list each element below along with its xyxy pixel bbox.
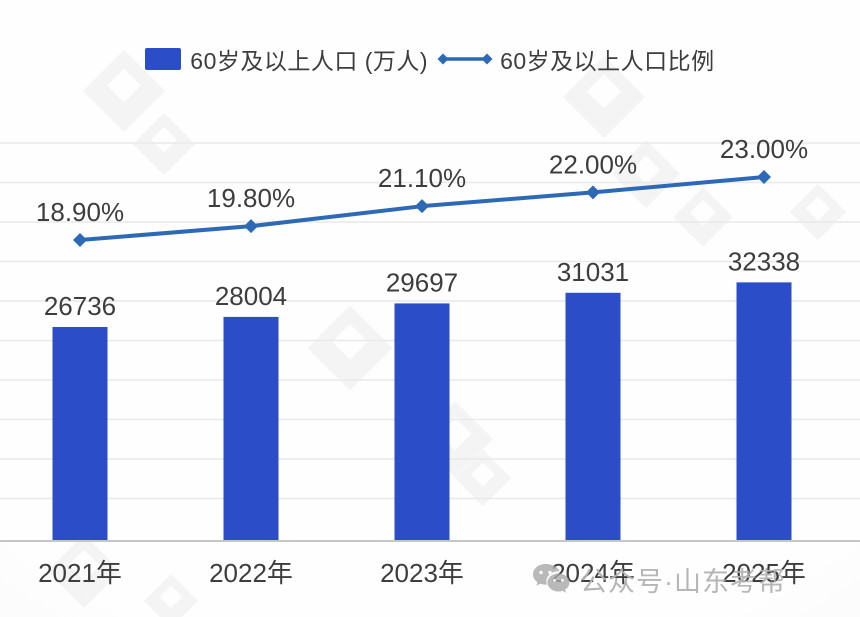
line-value-label: 22.00%	[549, 149, 637, 179]
line-marker	[757, 169, 771, 184]
wechat-watermark-text: 公众号·山东考帮	[580, 567, 786, 597]
line-value-label: 23.00%	[720, 134, 808, 164]
bar-2021年	[52, 327, 108, 540]
bar-series-label: 60岁及以上人口 (万人)	[190, 48, 429, 74]
line-value-label: 21.10%	[378, 163, 466, 193]
wechat-icon	[533, 563, 570, 593]
bar-value-label: 31031	[557, 257, 629, 287]
line-value-label: 18.90%	[36, 197, 124, 227]
bar-value-label: 29697	[386, 267, 458, 297]
line-marker	[73, 232, 87, 247]
line-value-label: 19.80%	[207, 183, 295, 213]
x-axis-label: 2021年	[38, 558, 122, 588]
line-marker	[415, 199, 429, 214]
wechat-watermark: 公众号·山东考帮	[531, 560, 786, 599]
x-axis-label: 2023年	[380, 558, 464, 588]
line-series-icon	[437, 53, 493, 65]
line-marker	[244, 219, 258, 234]
line-series-label: 60岁及以上人口比例	[500, 48, 715, 74]
line-marker	[586, 185, 600, 200]
x-axis-label: 2022年	[209, 558, 293, 588]
bar-series-swatch	[145, 48, 182, 70]
bar-2022年	[223, 316, 279, 540]
bar-value-label: 26736	[44, 291, 116, 321]
bar-2024年	[565, 292, 621, 540]
chart-legend: 60岁及以上人口 (万人) 60岁及以上人口比例	[0, 42, 860, 76]
bar-2023年	[394, 303, 450, 540]
bar-value-label: 32338	[728, 246, 800, 276]
x-axis-label: 2025年	[722, 558, 806, 588]
bar-2025年	[736, 282, 792, 540]
bar-value-label: 28004	[215, 281, 287, 311]
